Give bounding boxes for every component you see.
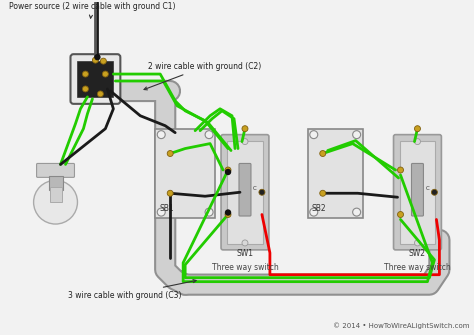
Circle shape bbox=[225, 167, 231, 173]
FancyBboxPatch shape bbox=[48, 176, 63, 190]
Text: SB2: SB2 bbox=[312, 204, 327, 213]
Circle shape bbox=[226, 170, 230, 175]
Circle shape bbox=[353, 131, 361, 139]
Circle shape bbox=[34, 180, 77, 224]
Circle shape bbox=[414, 126, 420, 132]
Circle shape bbox=[310, 131, 318, 139]
Circle shape bbox=[82, 71, 89, 77]
Text: Power source (2 wire cable with ground C1): Power source (2 wire cable with ground C… bbox=[9, 2, 175, 18]
Circle shape bbox=[102, 71, 109, 77]
Circle shape bbox=[431, 189, 438, 195]
FancyBboxPatch shape bbox=[400, 141, 436, 244]
FancyBboxPatch shape bbox=[77, 61, 113, 97]
FancyBboxPatch shape bbox=[50, 187, 62, 202]
Circle shape bbox=[242, 126, 248, 132]
Circle shape bbox=[414, 139, 420, 145]
Circle shape bbox=[320, 150, 326, 156]
Circle shape bbox=[92, 57, 99, 63]
Text: SB1: SB1 bbox=[159, 204, 174, 213]
Circle shape bbox=[157, 131, 165, 139]
Circle shape bbox=[157, 208, 165, 216]
Text: 3 wire cable with ground (C3): 3 wire cable with ground (C3) bbox=[69, 280, 196, 299]
Circle shape bbox=[82, 86, 89, 92]
Circle shape bbox=[353, 208, 361, 216]
FancyBboxPatch shape bbox=[308, 129, 363, 218]
Circle shape bbox=[398, 211, 403, 217]
Circle shape bbox=[320, 190, 326, 196]
FancyBboxPatch shape bbox=[411, 163, 423, 216]
Circle shape bbox=[95, 55, 100, 60]
Circle shape bbox=[205, 131, 213, 139]
Circle shape bbox=[205, 208, 213, 216]
Circle shape bbox=[226, 210, 230, 215]
Text: SW1: SW1 bbox=[237, 249, 254, 258]
Circle shape bbox=[100, 58, 106, 64]
Circle shape bbox=[225, 211, 231, 217]
Circle shape bbox=[98, 91, 103, 97]
Circle shape bbox=[310, 208, 318, 216]
Text: C: C bbox=[253, 186, 257, 191]
Text: Three way switch: Three way switch bbox=[211, 263, 278, 272]
FancyBboxPatch shape bbox=[221, 135, 269, 250]
FancyBboxPatch shape bbox=[393, 135, 441, 250]
Circle shape bbox=[398, 167, 403, 173]
FancyBboxPatch shape bbox=[227, 141, 263, 244]
FancyBboxPatch shape bbox=[239, 163, 251, 216]
Circle shape bbox=[414, 240, 420, 246]
Circle shape bbox=[167, 190, 173, 196]
Circle shape bbox=[259, 189, 265, 195]
Circle shape bbox=[242, 139, 248, 145]
FancyBboxPatch shape bbox=[71, 54, 120, 104]
Text: C: C bbox=[426, 186, 429, 191]
Circle shape bbox=[167, 150, 173, 156]
Text: 2 wire cable with ground (C2): 2 wire cable with ground (C2) bbox=[144, 62, 262, 90]
FancyBboxPatch shape bbox=[155, 129, 215, 218]
Text: © 2014 • HowToWireALightSwitch.com: © 2014 • HowToWireALightSwitch.com bbox=[333, 323, 469, 329]
Circle shape bbox=[242, 240, 248, 246]
Text: Three way switch: Three way switch bbox=[384, 263, 451, 272]
FancyBboxPatch shape bbox=[36, 163, 74, 177]
Text: SW2: SW2 bbox=[409, 249, 426, 258]
